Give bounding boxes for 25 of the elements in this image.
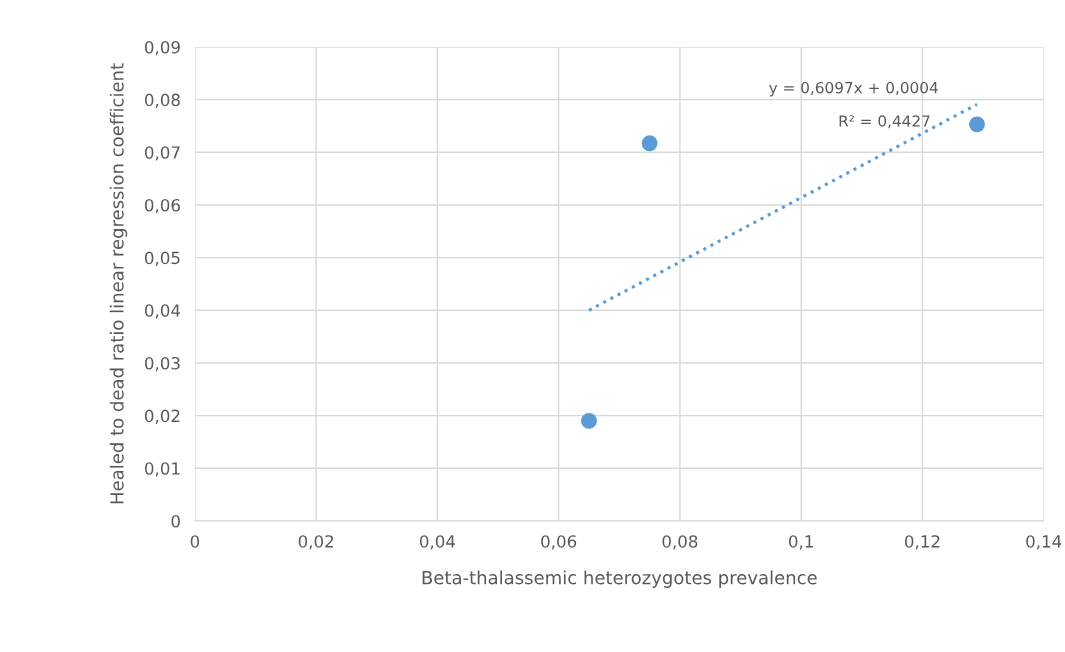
x-tick-label: 0 [190,535,200,548]
y-tick-label: 0,02 [145,409,180,424]
x-axis-title: Beta-thalassemic heterozygotes prevalence [422,570,817,588]
x-tick-label: 0,14 [1026,535,1062,550]
y-tick-label: 0,01 [145,462,180,477]
x-tick-label: 0,06 [541,535,577,550]
y-tick-label: 0,05 [145,251,180,266]
x-tick-label: 0,08 [662,535,698,550]
y-axis-title: Healed to dead ratio linear regression coefficient [109,63,128,504]
annotation: R² = 0,4427 [839,115,930,129]
point [641,135,658,152]
y-tick-label: 0,09 [145,40,180,56]
y-tick-label: 0,04 [145,304,181,319]
y-tick-label: 0,08 [145,93,180,108]
y-tick-label: 0 [171,514,180,528]
annotation: y = 0,6097x + 0,0004 [769,81,938,97]
y-tick-label: 0,03 [145,356,180,372]
x-tick-label: 0,1 [789,535,813,550]
x-tick-label: 0,04 [419,535,456,550]
x-tick-label: 0,12 [904,535,940,550]
point [969,116,985,133]
y-tick-label: 0,06 [145,198,180,214]
point [581,412,597,429]
y-tick-label: 0,07 [145,146,180,161]
x-tick-label: 0,02 [298,535,334,550]
